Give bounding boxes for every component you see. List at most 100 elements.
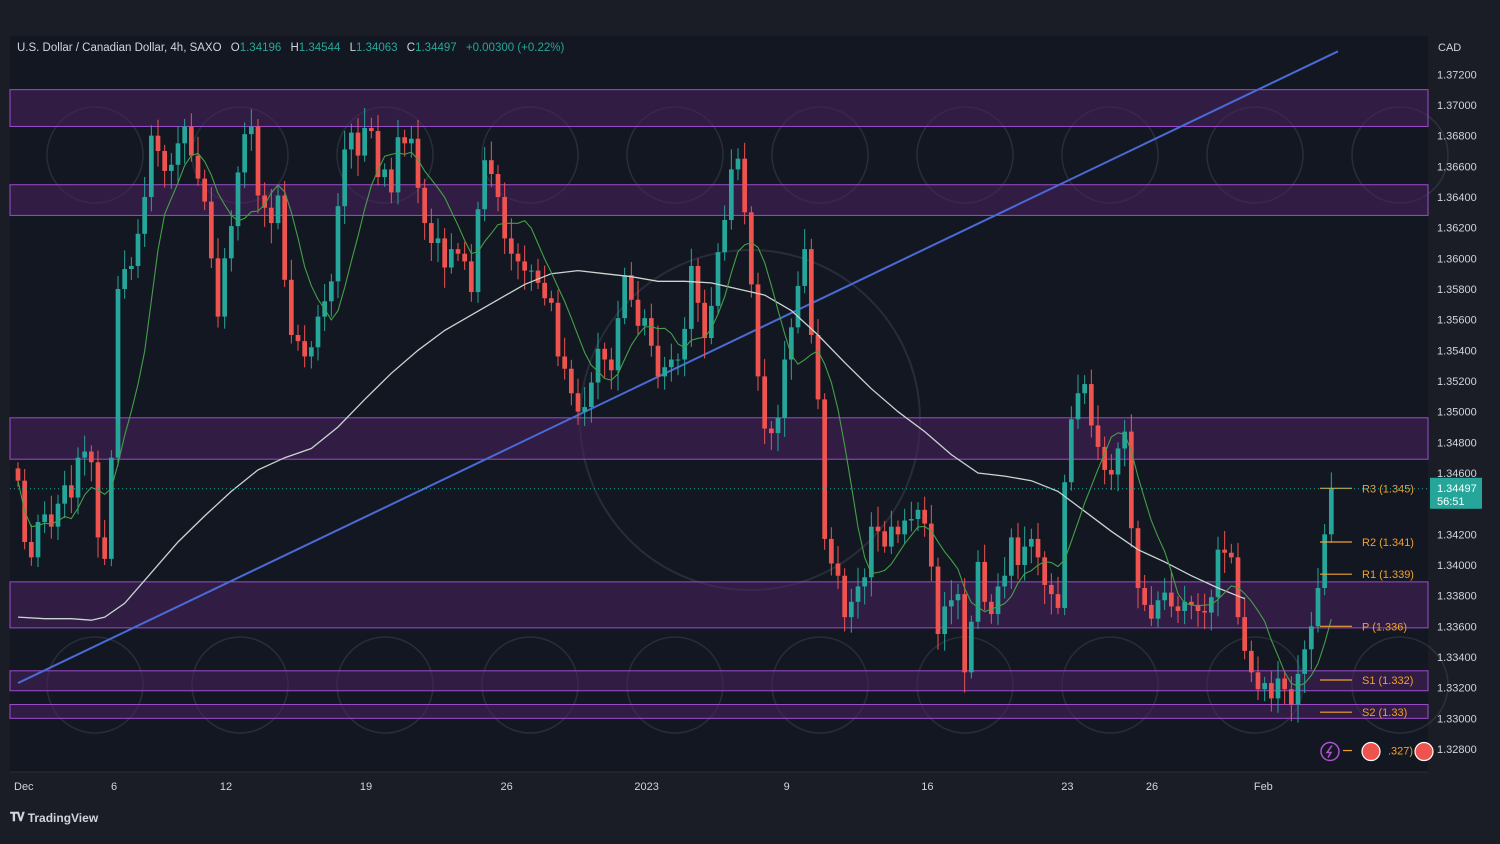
candle-body bbox=[902, 520, 908, 535]
candle-body bbox=[868, 526, 874, 578]
candle-body bbox=[1282, 678, 1288, 690]
open-value: 1.34196 bbox=[239, 42, 282, 54]
candle-body bbox=[915, 509, 921, 519]
price-tick-label: 1.33800 bbox=[1437, 591, 1477, 603]
legend-header[interactable]: U.S. Dollar / Canadian Dollar, 4h, SAXO … bbox=[17, 42, 564, 54]
candle-body bbox=[1228, 552, 1234, 558]
moving-averages-layer bbox=[17, 151, 1332, 687]
candle-body bbox=[528, 270, 534, 272]
lightning-bolt-icon bbox=[1325, 745, 1333, 758]
candle-body bbox=[375, 131, 381, 178]
plot-area bbox=[10, 36, 1428, 772]
candle-body bbox=[668, 359, 674, 368]
candle-body bbox=[115, 289, 121, 458]
candle-body bbox=[15, 468, 21, 481]
time-tick-label: Dec bbox=[14, 781, 34, 793]
candle-body bbox=[248, 126, 254, 135]
close-label: C bbox=[406, 42, 416, 54]
candle-body bbox=[1068, 419, 1074, 483]
candle-body bbox=[1028, 538, 1034, 547]
candle-body bbox=[955, 594, 961, 601]
currency-label[interactable]: CAD bbox=[1438, 42, 1462, 54]
candle-body bbox=[68, 485, 74, 498]
candle-body bbox=[1202, 611, 1208, 613]
candle-body bbox=[195, 155, 201, 179]
candle-body bbox=[448, 249, 454, 268]
candle-body bbox=[75, 457, 81, 498]
candle-body bbox=[768, 428, 774, 434]
price-tick-label: 1.36800 bbox=[1437, 131, 1477, 143]
candle-body bbox=[1035, 538, 1041, 558]
time-tick-label: 12 bbox=[220, 781, 232, 793]
candle-body bbox=[728, 169, 734, 220]
candle-body bbox=[1262, 683, 1268, 690]
candle-body bbox=[1295, 673, 1301, 705]
candle-body bbox=[462, 253, 468, 262]
candle-body bbox=[1075, 393, 1081, 420]
candle-body bbox=[1122, 431, 1128, 449]
candle-body bbox=[182, 126, 188, 144]
support-resistance-zones bbox=[9, 89, 1429, 719]
candle-body bbox=[302, 341, 308, 357]
candle-body bbox=[42, 514, 48, 523]
candle-body bbox=[942, 606, 948, 634]
candle-body bbox=[288, 279, 294, 335]
candle-body bbox=[455, 249, 461, 254]
tradingview-logo-icon: 𝐓𝐕 bbox=[10, 810, 25, 824]
time-tick-label: 6 bbox=[111, 781, 117, 793]
candle-body bbox=[882, 531, 888, 547]
candle-body bbox=[1115, 448, 1121, 475]
candle-body bbox=[602, 348, 608, 360]
candle-body bbox=[388, 169, 394, 193]
candle-body bbox=[295, 335, 301, 342]
candle-body bbox=[788, 327, 794, 360]
candle-body bbox=[1015, 537, 1021, 565]
candle-body bbox=[722, 220, 728, 253]
candle-body bbox=[888, 526, 894, 547]
price-tick-label: 1.35600 bbox=[1437, 315, 1477, 327]
candle-body bbox=[308, 347, 314, 357]
candle-body bbox=[235, 172, 241, 227]
price-axis[interactable]: 1.37200 1.37000 1.36800 1.36600 1.36400 1.362… bbox=[1437, 69, 1477, 756]
candle-body bbox=[775, 417, 781, 434]
time-tick-label: 2023 bbox=[634, 781, 658, 793]
candle-body bbox=[208, 201, 214, 259]
candle-body bbox=[275, 195, 281, 224]
ma-fast-line bbox=[17, 151, 1332, 687]
us-flag-event-icon[interactable] bbox=[1414, 741, 1434, 762]
candle-body bbox=[468, 261, 474, 293]
candle-body bbox=[682, 328, 688, 360]
candle-body bbox=[1182, 601, 1188, 611]
candle-body bbox=[568, 368, 574, 394]
open-label: O bbox=[230, 42, 240, 54]
candle-body bbox=[1275, 678, 1281, 699]
price-tick-label: 1.35000 bbox=[1437, 407, 1477, 419]
price-tick-label: 1.35200 bbox=[1437, 376, 1477, 388]
candle-body bbox=[108, 457, 114, 559]
sr-zone bbox=[9, 581, 1429, 629]
candle-body bbox=[1215, 549, 1221, 598]
candle-body bbox=[488, 160, 494, 174]
candle-body bbox=[155, 135, 161, 151]
candle-body bbox=[1255, 672, 1261, 690]
lightning-icon[interactable] bbox=[1320, 741, 1340, 762]
symbol-title[interactable]: U.S. Dollar / Canadian Dollar, 4h, SAXO bbox=[17, 42, 222, 54]
time-axis[interactable]: Dec 6 12 19 26 2023 9 16 23 26 Feb bbox=[10, 771, 1428, 793]
us-flag-event-icon[interactable] bbox=[1361, 741, 1381, 762]
candle-body bbox=[342, 149, 348, 207]
brand-label: TradingView bbox=[27, 810, 99, 825]
candle-body bbox=[862, 577, 868, 587]
candle-body bbox=[922, 509, 928, 524]
pivot-label: S1 (1.332) bbox=[1362, 675, 1413, 687]
candle-body bbox=[188, 126, 194, 156]
candle-body bbox=[1155, 600, 1161, 619]
price-tick-label: 1.34200 bbox=[1437, 529, 1477, 541]
candle-body bbox=[948, 600, 954, 607]
candle-body bbox=[122, 269, 128, 289]
candle-body bbox=[48, 514, 54, 527]
candle-body bbox=[148, 135, 154, 197]
candle-body bbox=[422, 187, 428, 224]
tradingview-brand[interactable]: 𝐓𝐕 TradingView bbox=[10, 810, 98, 825]
